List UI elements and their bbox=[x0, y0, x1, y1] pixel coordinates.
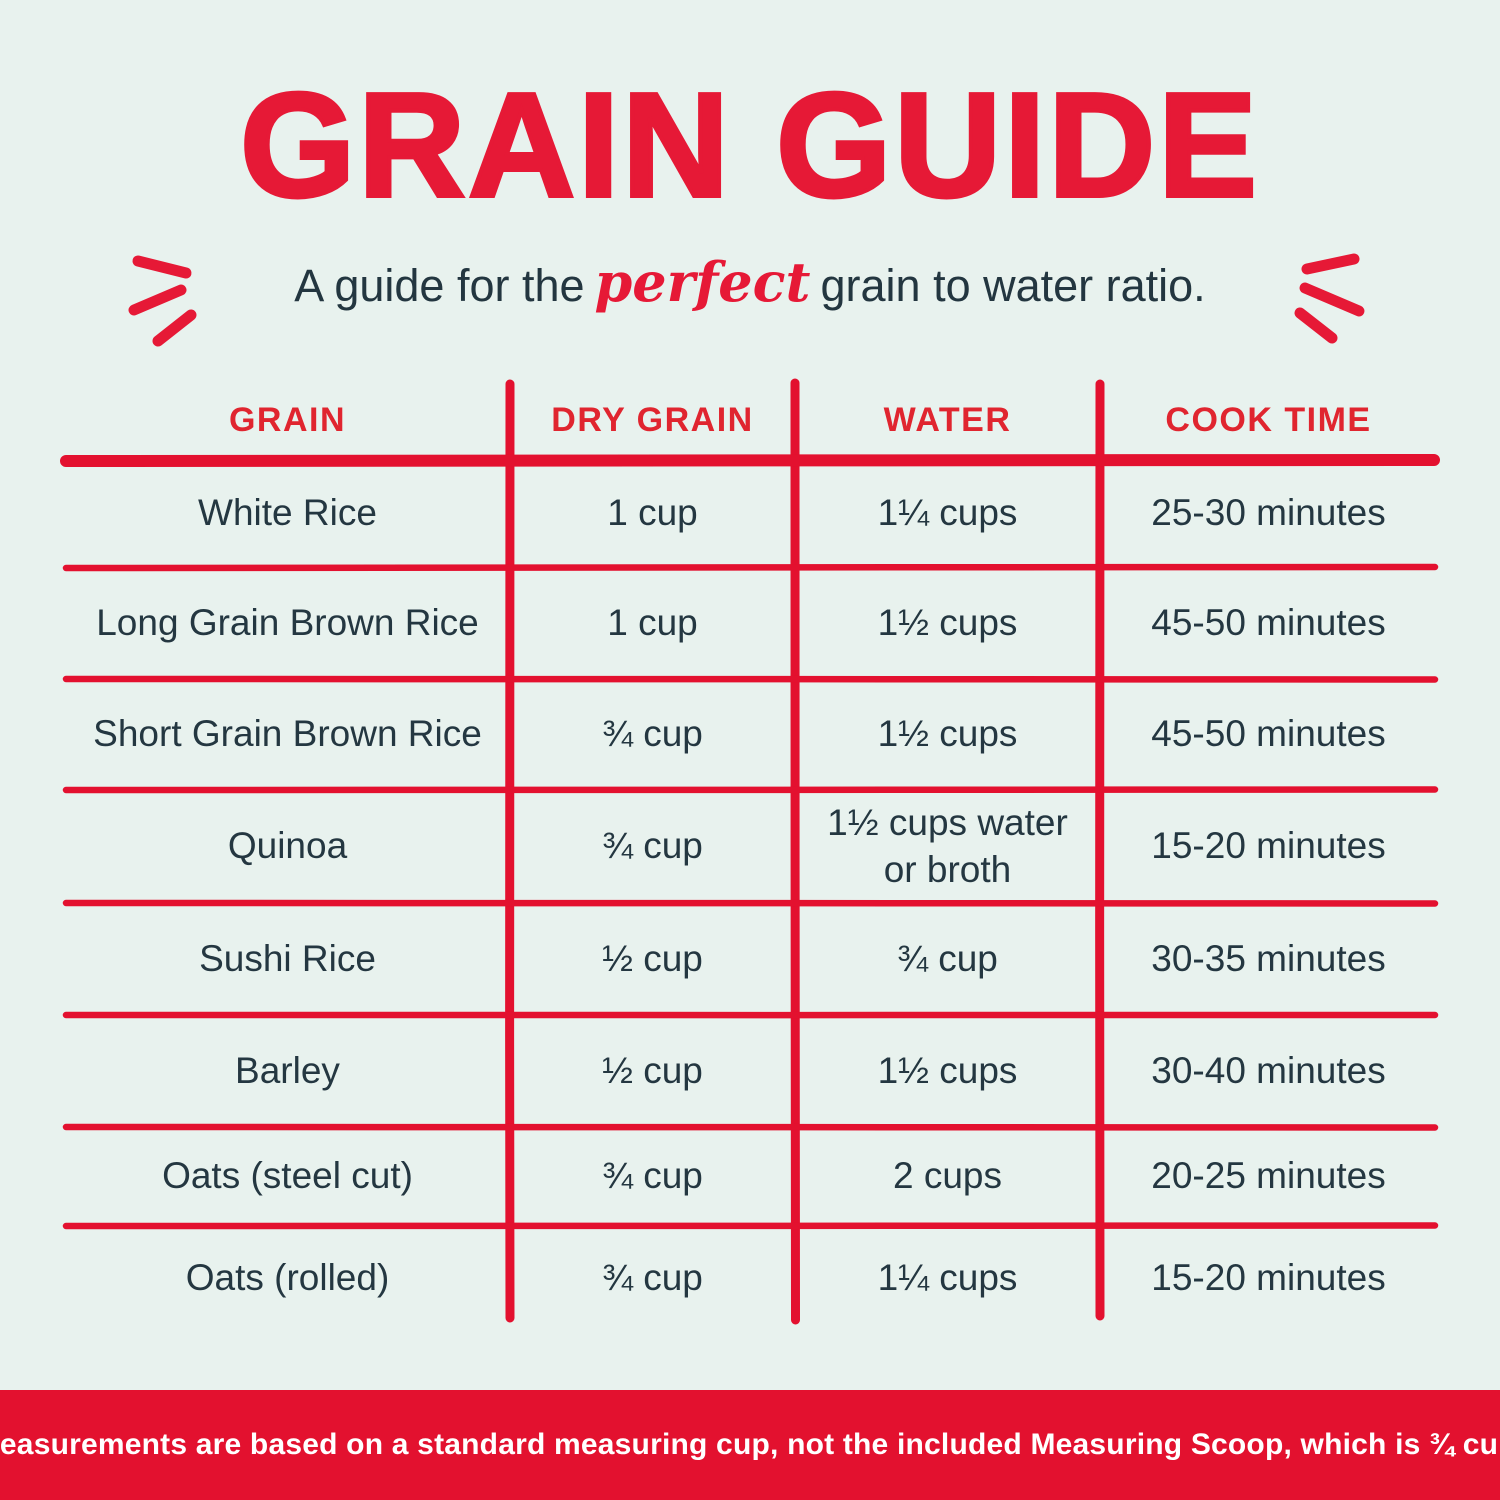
cell-cook-time: 25-30 minutes bbox=[1151, 492, 1386, 534]
cell-cook-time: 45-50 minutes bbox=[1151, 601, 1386, 643]
emphasis-rays-left-icon bbox=[128, 255, 197, 347]
footer-note: Measurements are based on a standard mea… bbox=[0, 1428, 1500, 1461]
cell-cook-time: 30-35 minutes bbox=[1151, 937, 1386, 979]
cell-grain: Sushi Rice bbox=[199, 937, 376, 979]
cell-water-text: 1½ cups water or broth bbox=[827, 802, 1068, 890]
cell-water: 1½ cups water or broth bbox=[795, 790, 1100, 903]
cell-dry-grain: ¾ cup bbox=[602, 713, 703, 755]
cell-cook-time: 45-50 minutes bbox=[1151, 713, 1386, 755]
cell-grain: White Rice bbox=[198, 492, 377, 534]
cell-dry-grain: 1 cup bbox=[607, 601, 698, 643]
page-title: GRAIN GUIDE bbox=[238, 63, 1260, 228]
cell-cook-time: 30-40 minutes bbox=[1151, 1049, 1386, 1091]
cell-grain: Short Grain Brown Rice bbox=[93, 713, 482, 755]
cell-grain: Oats (rolled) bbox=[185, 1256, 390, 1298]
cell-dry-grain: ¾ cup bbox=[602, 1155, 703, 1197]
cell-water: 2 cups bbox=[892, 1155, 1002, 1197]
subtitle-prefix: A guide for the bbox=[294, 260, 585, 311]
column-header-grain: GRAIN bbox=[228, 400, 347, 439]
cell-dry-grain: 1 cup bbox=[607, 492, 698, 534]
subtitle-suffix: grain to water ratio. bbox=[820, 260, 1206, 311]
cell-grain: Barley bbox=[235, 1049, 340, 1091]
cell-water: 1½ cups bbox=[877, 1049, 1018, 1091]
cell-grain: Long Grain Brown Rice bbox=[96, 601, 479, 643]
cell-water: 1¼ cups bbox=[877, 492, 1018, 534]
column-header-water: WATER bbox=[883, 400, 1012, 439]
cell-water: 1½ cups bbox=[877, 713, 1018, 755]
subtitle-highlight: perfect bbox=[594, 250, 811, 314]
cell-water: ¾ cup bbox=[897, 937, 998, 979]
column-header-dry-grain: DRY GRAIN bbox=[551, 400, 754, 439]
footer-bar: Measurements are based on a standard mea… bbox=[0, 1390, 1500, 1500]
cell-cook-time: 20-25 minutes bbox=[1151, 1155, 1386, 1197]
cell-cook-time: 15-20 minutes bbox=[1151, 1256, 1386, 1298]
grain-table: GRAIN DRY GRAIN WATER COOK TIME White Ri… bbox=[65, 380, 1437, 1330]
cell-water: 1¼ cups bbox=[877, 1256, 1018, 1298]
emphasis-rays-right-icon bbox=[1294, 253, 1365, 344]
column-header-cook-time: COOK TIME bbox=[1165, 400, 1372, 439]
cell-dry-grain: ¾ cup bbox=[602, 1256, 703, 1298]
cell-water: 1½ cups bbox=[877, 601, 1018, 643]
cell-cook-time: 15-20 minutes bbox=[1151, 825, 1386, 867]
cell-dry-grain: ½ cup bbox=[602, 937, 703, 979]
cell-grain: Oats (steel cut) bbox=[162, 1155, 413, 1197]
subtitle: A guide for the perfect grain to water rat… bbox=[0, 250, 1500, 314]
cell-dry-grain: ½ cup bbox=[602, 1049, 703, 1091]
cell-dry-grain: ¾ cup bbox=[602, 825, 703, 867]
cell-grain: Quinoa bbox=[227, 825, 348, 867]
